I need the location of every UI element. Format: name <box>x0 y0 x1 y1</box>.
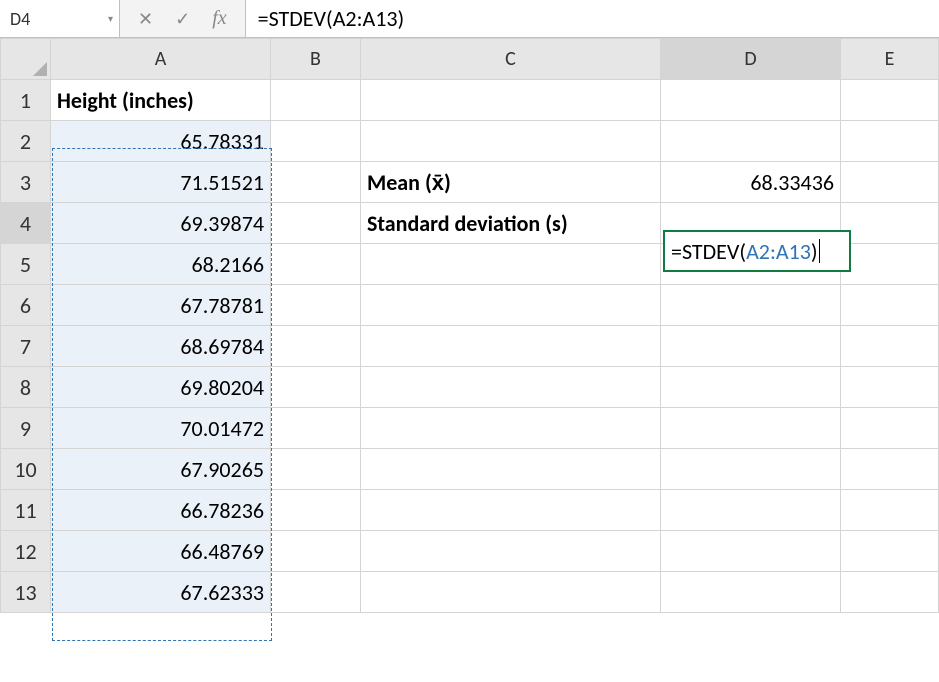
cell-D8[interactable] <box>661 367 841 408</box>
col-header-D[interactable]: D <box>661 39 841 80</box>
cell-E4[interactable] <box>841 203 939 244</box>
row-header-3[interactable]: 3 <box>1 162 51 203</box>
cell-E1[interactable] <box>841 80 939 121</box>
cell-B5[interactable] <box>271 244 361 285</box>
cell-A2[interactable]: 65.78331 <box>51 121 271 162</box>
cell-C12[interactable] <box>361 531 661 572</box>
cell-A13[interactable]: 67.62333 <box>51 572 271 613</box>
cell-E6[interactable] <box>841 285 939 326</box>
cell-B3[interactable] <box>271 162 361 203</box>
cell-A8[interactable]: 69.80204 <box>51 367 271 408</box>
cell-B8[interactable] <box>271 367 361 408</box>
spreadsheet-grid: A B C D E 1 Height (inches) 2 65.78331 <box>0 38 939 613</box>
cell-E11[interactable] <box>841 490 939 531</box>
col-header-A[interactable]: A <box>51 39 271 80</box>
cell-E10[interactable] <box>841 449 939 490</box>
cell-B6[interactable] <box>271 285 361 326</box>
cell-D5[interactable] <box>661 244 841 285</box>
row-header-7[interactable]: 7 <box>1 326 51 367</box>
row-header-10[interactable]: 10 <box>1 449 51 490</box>
cell-E3[interactable] <box>841 162 939 203</box>
confirm-icon[interactable]: ✓ <box>175 8 190 30</box>
cell-E7[interactable] <box>841 326 939 367</box>
cell-D9[interactable] <box>661 408 841 449</box>
row-header-4[interactable]: 4 <box>1 203 51 244</box>
cell-C10[interactable] <box>361 449 661 490</box>
row-header-9[interactable]: 9 <box>1 408 51 449</box>
name-box[interactable]: D4 ▾ <box>0 0 120 37</box>
row-header-12[interactable]: 12 <box>1 531 51 572</box>
cell-C6[interactable] <box>361 285 661 326</box>
col-header-B[interactable]: B <box>271 39 361 80</box>
col-header-E[interactable]: E <box>841 39 939 80</box>
cell-C1[interactable] <box>361 80 661 121</box>
select-all-corner[interactable] <box>1 39 51 80</box>
cell-A3[interactable]: 71.51521 <box>51 162 271 203</box>
row-header-13[interactable]: 13 <box>1 572 51 613</box>
cell-D2[interactable] <box>661 121 841 162</box>
cell-A1[interactable]: Height (inches) <box>51 80 271 121</box>
cell-B1[interactable] <box>271 80 361 121</box>
grid-table[interactable]: A B C D E 1 Height (inches) 2 65.78331 <box>0 38 939 613</box>
cell-D6[interactable] <box>661 285 841 326</box>
cell-D13[interactable] <box>661 572 841 613</box>
cell-C4[interactable]: Standard deviation (s) <box>361 203 661 244</box>
cell-E8[interactable] <box>841 367 939 408</box>
cell-C3[interactable]: Mean (x̄) <box>361 162 661 203</box>
cell-B13[interactable] <box>271 572 361 613</box>
row-header-2[interactable]: 2 <box>1 121 51 162</box>
cell-C2[interactable] <box>361 121 661 162</box>
cell-C13[interactable] <box>361 572 661 613</box>
cell-B4[interactable] <box>271 203 361 244</box>
cell-B9[interactable] <box>271 408 361 449</box>
row-header-5[interactable]: 5 <box>1 244 51 285</box>
row-header-6[interactable]: 6 <box>1 285 51 326</box>
cell-A7[interactable]: 68.69784 <box>51 326 271 367</box>
cell-E13[interactable] <box>841 572 939 613</box>
cell-B10[interactable] <box>271 449 361 490</box>
cell-C7[interactable] <box>361 326 661 367</box>
cell-B7[interactable] <box>271 326 361 367</box>
cell-C11[interactable] <box>361 490 661 531</box>
name-box-value: D4 <box>10 8 30 30</box>
cell-B11[interactable] <box>271 490 361 531</box>
col-header-C[interactable]: C <box>361 39 661 80</box>
cell-B2[interactable] <box>271 121 361 162</box>
cell-E5[interactable] <box>841 244 939 285</box>
cell-E2[interactable] <box>841 121 939 162</box>
cell-C5[interactable] <box>361 244 661 285</box>
cell-D4[interactable] <box>661 203 841 244</box>
cell-A12[interactable]: 66.48769 <box>51 531 271 572</box>
cell-D12[interactable] <box>661 531 841 572</box>
cell-A9[interactable]: 70.01472 <box>51 408 271 449</box>
name-box-dropdown-icon[interactable]: ▾ <box>108 12 113 25</box>
cell-A4[interactable]: 69.39874 <box>51 203 271 244</box>
cell-C8[interactable] <box>361 367 661 408</box>
formula-bar: D4 ▾ ✕ ✓ fx =STDEV(A2:A13) <box>0 0 939 38</box>
formula-bar-actions: ✕ ✓ fx <box>120 0 246 37</box>
cell-D1[interactable] <box>661 80 841 121</box>
cell-A6[interactable]: 67.78781 <box>51 285 271 326</box>
cell-A11[interactable]: 66.78236 <box>51 490 271 531</box>
cell-D11[interactable] <box>661 490 841 531</box>
row-header-1[interactable]: 1 <box>1 80 51 121</box>
cell-E9[interactable] <box>841 408 939 449</box>
cell-D10[interactable] <box>661 449 841 490</box>
fx-icon[interactable]: fx <box>212 7 226 30</box>
cell-D3[interactable]: 68.33436 <box>661 162 841 203</box>
cell-A10[interactable]: 67.90265 <box>51 449 271 490</box>
cancel-icon[interactable]: ✕ <box>138 8 153 30</box>
cell-D7[interactable] <box>661 326 841 367</box>
row-header-11[interactable]: 11 <box>1 490 51 531</box>
row-header-8[interactable]: 8 <box>1 367 51 408</box>
cell-E12[interactable] <box>841 531 939 572</box>
cell-C9[interactable] <box>361 408 661 449</box>
cell-B12[interactable] <box>271 531 361 572</box>
formula-input[interactable]: =STDEV(A2:A13) <box>246 0 939 37</box>
cell-A5[interactable]: 68.2166 <box>51 244 271 285</box>
